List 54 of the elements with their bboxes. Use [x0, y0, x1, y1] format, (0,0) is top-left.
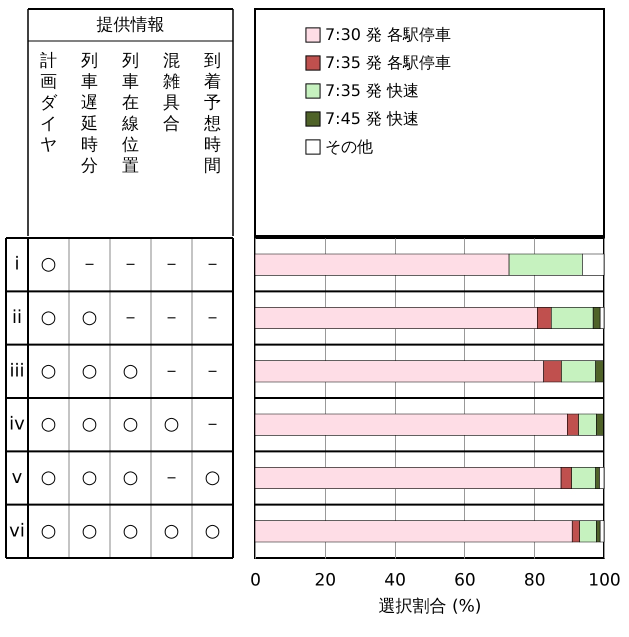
- category-label: 混雑具合: [163, 51, 180, 134]
- x-tick-label: 80: [524, 570, 546, 590]
- category-label: iv: [9, 414, 25, 435]
- text: ○: [40, 520, 56, 542]
- text: ○: [204, 520, 220, 542]
- text: －: [162, 307, 180, 328]
- text: ○: [164, 414, 180, 435]
- x-tick-label: 60: [454, 570, 476, 590]
- text: ○: [40, 467, 56, 488]
- text: －: [122, 254, 140, 275]
- x-axis-title: 選択割合 (%): [378, 596, 482, 616]
- text: ○: [164, 520, 180, 542]
- text: －: [204, 307, 222, 328]
- text: ○: [40, 414, 56, 435]
- text: －: [162, 254, 180, 275]
- category-label: i: [14, 254, 20, 275]
- x-tick-label: 0: [250, 570, 261, 590]
- text: ○: [40, 360, 56, 382]
- category-label: iii: [9, 360, 25, 382]
- text: －: [162, 360, 180, 382]
- legend-label: その他: [325, 137, 373, 156]
- legend-label: 7:45 発 快速: [325, 109, 420, 128]
- text: ○: [82, 414, 98, 435]
- text: －: [204, 360, 222, 382]
- category-label: v: [12, 467, 22, 488]
- legend-label: 7:35 発 各駅停車: [325, 53, 452, 72]
- legend-label: 7:30 発 各駅停車: [325, 25, 452, 44]
- text: ○: [122, 414, 138, 435]
- text: －: [204, 254, 222, 275]
- text: ○: [122, 520, 138, 542]
- x-tick-label: 20: [314, 570, 336, 590]
- category-label: 列車遅延時分: [80, 51, 98, 176]
- text: 提供情報: [96, 15, 164, 35]
- category-label: ii: [12, 307, 22, 328]
- category-label: 到着予想時間: [203, 51, 221, 176]
- text: －: [162, 467, 180, 488]
- text: ○: [82, 467, 98, 488]
- text: ○: [40, 254, 56, 275]
- text: ○: [122, 360, 138, 382]
- text: ○: [40, 307, 56, 328]
- legend-label: 7:35 発 快速: [325, 81, 420, 100]
- text: ○: [122, 467, 138, 488]
- category-label: 計画ダイヤ: [40, 51, 58, 155]
- x-tick-label: 100: [588, 570, 621, 590]
- text: ○: [204, 467, 220, 488]
- text: ○: [82, 307, 98, 328]
- text: ○: [82, 520, 98, 542]
- category-label: 列車在線位置: [121, 51, 139, 176]
- text: －: [80, 254, 98, 275]
- text: －: [122, 307, 140, 328]
- text: ○: [82, 360, 98, 382]
- text: －: [204, 414, 222, 435]
- x-tick-label: 40: [384, 570, 406, 590]
- category-label: vi: [9, 520, 25, 542]
